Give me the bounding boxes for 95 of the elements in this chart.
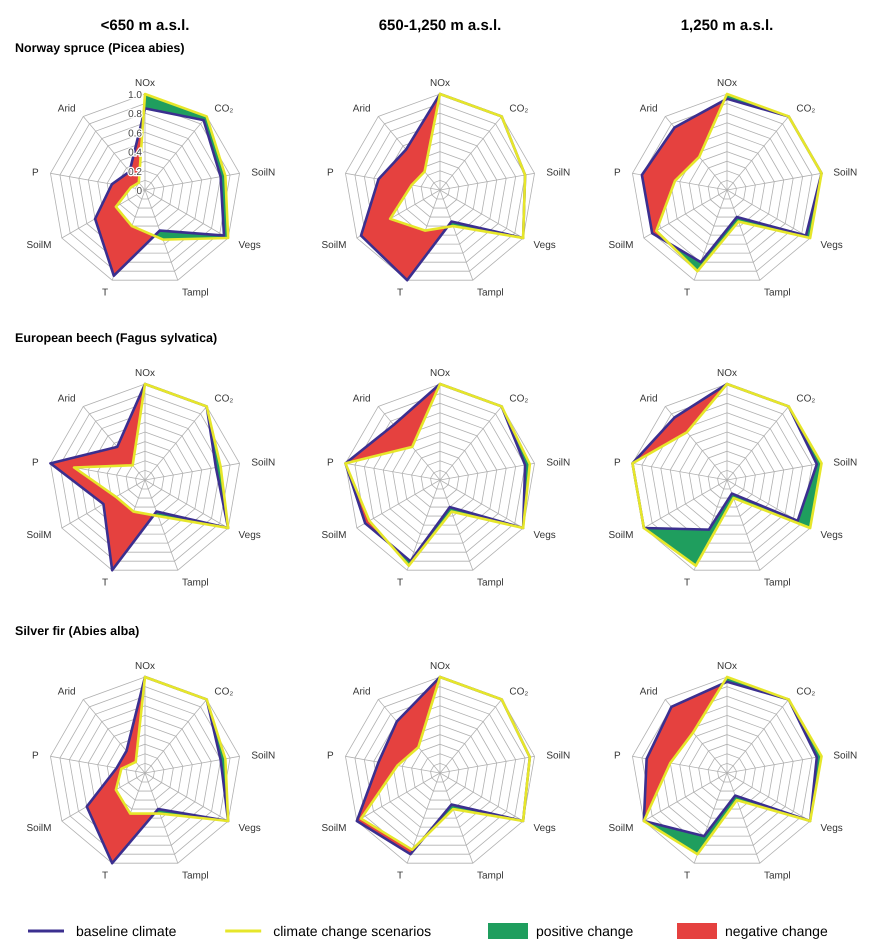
spoke-label: SoilM: [26, 240, 52, 251]
spoke-label: P: [614, 457, 621, 468]
spoke-label: NOx: [430, 78, 450, 89]
spoke-label: SoilM: [26, 530, 52, 541]
spoke-label: CO₂: [214, 393, 234, 404]
spoke-label: SoilM: [26, 823, 52, 834]
spoke-label: P: [326, 457, 334, 468]
spoke-label: Tampl: [476, 287, 504, 298]
text: negative change: [725, 923, 828, 939]
spoke-label: Tampl: [476, 577, 504, 588]
chart-subtitle: Silver fir (Abies alba): [15, 624, 140, 638]
spoke-label: CO₂: [796, 103, 816, 114]
spoke-label: CO₂: [796, 686, 816, 698]
spoke-label: T: [684, 870, 690, 882]
spoke-label: SoilN: [251, 167, 276, 178]
spoke-label: SoilM: [321, 823, 346, 834]
spoke-label: NOx: [135, 368, 155, 379]
legend-label: baseline climate: [76, 923, 177, 939]
spoke-label: Vegs: [534, 240, 556, 251]
spoke-label: CO₂: [509, 393, 528, 404]
spoke-label: SoilN: [546, 167, 570, 178]
spoke-label: Arid: [58, 686, 76, 698]
spoke-label: SoilM: [321, 530, 346, 541]
spoke-label: SoilM: [608, 823, 634, 834]
spoke-label: Arid: [640, 393, 658, 404]
chart-title: <650 m a.s.l.: [100, 17, 190, 34]
spoke-label: SoilM: [608, 530, 634, 541]
spoke-label: T: [684, 287, 690, 298]
spoke-label: SoilM: [321, 240, 346, 251]
spoke-label: NOx: [430, 661, 450, 672]
spoke-label: Arid: [352, 686, 371, 698]
spoke-label: Vegs: [820, 530, 843, 541]
y-tick-label: 0: [136, 186, 142, 197]
spoke-label: T: [102, 577, 108, 588]
spoke-label: Arid: [58, 103, 76, 114]
spoke-label: CO₂: [509, 686, 528, 698]
spoke-label: CO₂: [509, 103, 528, 114]
spoke-label: SoilN: [833, 750, 858, 762]
spoke-label: Tampl: [182, 287, 209, 298]
spoke-label: Tampl: [764, 287, 791, 298]
spoke-label: Arid: [352, 393, 371, 404]
spoke-label: Tampl: [182, 870, 209, 882]
spoke-label: P: [614, 750, 621, 762]
spoke-label: P: [326, 167, 334, 178]
spoke-label: CO₂: [796, 393, 816, 404]
spoke-label: Tampl: [764, 577, 791, 588]
spoke-label: Tampl: [764, 870, 791, 882]
text: positive change: [536, 923, 634, 939]
spoke-label: T: [102, 287, 108, 298]
spoke-label: NOx: [717, 661, 737, 672]
y-tick-label: 0.8: [128, 109, 142, 120]
spoke-label: Vegs: [238, 823, 261, 834]
spoke-label: Arid: [640, 686, 658, 698]
legend-label: climate change scenarios: [273, 923, 432, 939]
spoke-label: CO₂: [214, 103, 234, 114]
spoke-label: Tampl: [182, 577, 209, 588]
spoke-label: SoilM: [608, 240, 634, 251]
spoke-label: CO₂: [214, 686, 234, 698]
spoke-label: NOx: [717, 78, 737, 89]
spoke-label: T: [684, 577, 690, 588]
spoke-label: T: [396, 287, 404, 298]
spoke-label: SoilN: [833, 167, 858, 178]
spoke-label: SoilN: [251, 457, 276, 468]
spoke-label: P: [32, 457, 39, 468]
spoke-label: Arid: [58, 393, 76, 404]
spoke-label: Vegs: [534, 530, 556, 541]
spoke-label: SoilN: [833, 457, 858, 468]
chart-title: 650-1,250 m a.s.l.: [378, 17, 502, 34]
spoke-label: NOx: [135, 78, 155, 89]
spoke-label: Vegs: [238, 240, 261, 251]
spoke-label: T: [102, 870, 108, 882]
spoke-label: SoilN: [546, 750, 570, 762]
spoke-label: Arid: [640, 103, 658, 114]
spoke-label: P: [32, 167, 39, 178]
spoke-label: P: [32, 750, 39, 762]
spoke-label: SoilN: [251, 750, 276, 762]
spoke-label: P: [326, 750, 334, 762]
spoke-label: P: [614, 167, 621, 178]
spoke-label: NOx: [430, 368, 450, 379]
y-tick-label: 0.4: [128, 148, 142, 159]
spoke-label: Vegs: [238, 530, 261, 541]
chart-subtitle: Norway spruce (Picea abies): [15, 41, 185, 55]
spoke-label: Vegs: [820, 240, 843, 251]
y-tick-label: 1.0: [128, 90, 142, 101]
spoke-label: Arid: [352, 103, 371, 114]
chart-title: 1,250 m a.s.l.: [680, 17, 774, 34]
spoke-label: NOx: [717, 368, 737, 379]
chart-subtitle: European beech (Fagus sylvatica): [15, 331, 218, 345]
spoke-label: NOx: [135, 661, 155, 672]
spoke-label: T: [396, 870, 404, 882]
spoke-label: Vegs: [820, 823, 843, 834]
spoke-label: Vegs: [534, 823, 556, 834]
spoke-label: SoilN: [546, 457, 570, 468]
spoke-label: Tampl: [476, 870, 504, 882]
spoke-label: T: [396, 577, 404, 588]
